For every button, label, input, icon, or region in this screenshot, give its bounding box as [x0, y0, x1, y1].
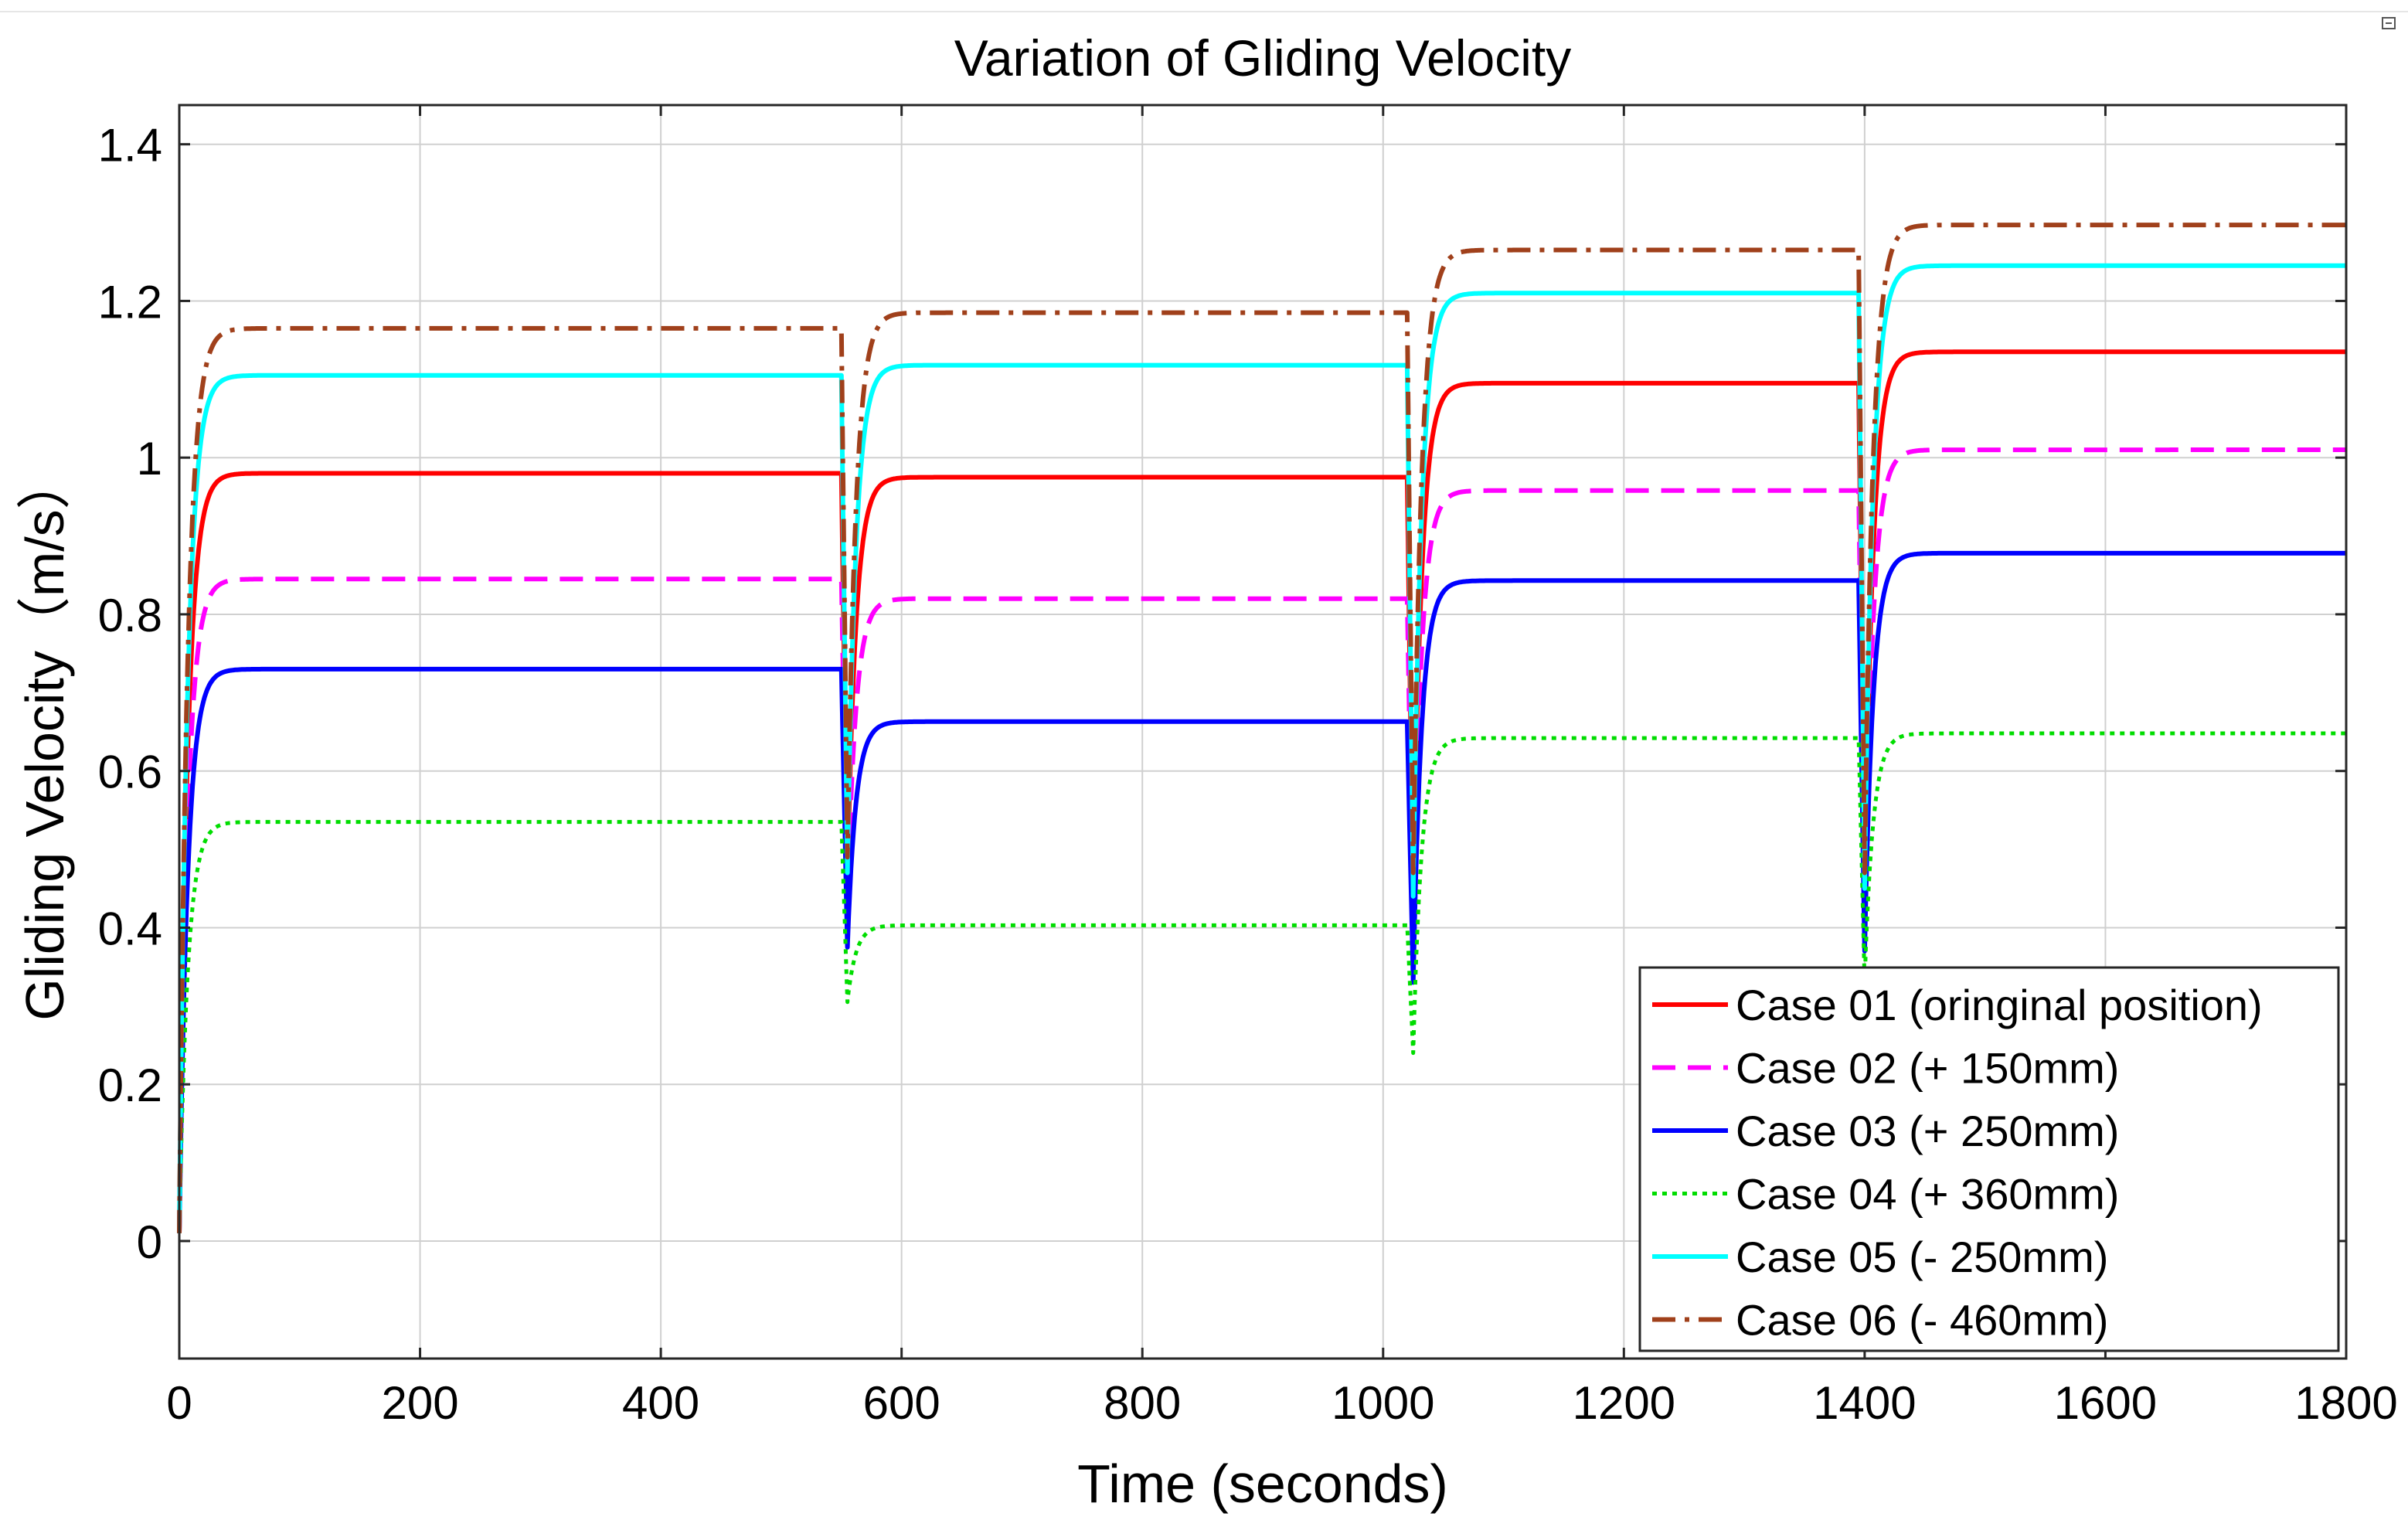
legend-label: Case 02 (+ 150mm)	[1736, 1044, 2119, 1093]
legend-label: Case 03 (+ 250mm)	[1736, 1107, 2119, 1155]
series-line	[177, 550, 2348, 1233]
x-tick-label: 0	[166, 1377, 192, 1429]
legend-box	[1638, 966, 2340, 1352]
y-tick-label: 0.4	[98, 903, 162, 954]
y-tick-label: 0.8	[98, 590, 162, 641]
y-tick-label: 0	[137, 1216, 162, 1268]
y-tick-label: 0.2	[98, 1059, 162, 1111]
y-tick-label: 1	[137, 433, 162, 485]
series-line	[177, 349, 2348, 1233]
x-tick-label: 200	[382, 1377, 459, 1429]
axes-frame	[178, 104, 2348, 1360]
series-line	[177, 731, 2347, 1233]
y-tick-label: 1.2	[98, 276, 162, 328]
x-tick-label: 1600	[2054, 1377, 2157, 1429]
series-line	[177, 223, 2348, 1233]
legend-label: Case 06 (- 460mm)	[1736, 1296, 2108, 1345]
chart-title: Variation of Gliding Velocity	[954, 29, 1572, 87]
x-tick-label: 1800	[2294, 1377, 2397, 1429]
y-axis-label: Gliding Velocity（m/s）	[15, 455, 75, 1020]
legend: Case 01 (oringinal position) Case 02 (+ 1…	[1638, 966, 2340, 1352]
series-line	[177, 447, 2348, 1233]
x-tick-label: 800	[1104, 1377, 1181, 1429]
y-tick-label: 1.4	[98, 120, 162, 172]
x-tick-label: 1000	[1332, 1377, 1434, 1429]
y-tick-label: 0.6	[98, 746, 162, 798]
x-tick-label: 600	[863, 1377, 940, 1429]
series-lines	[177, 223, 2348, 1233]
x-tick-label: 1400	[1813, 1377, 1916, 1429]
export-icon[interactable]	[2382, 17, 2396, 29]
x-tick-label: 400	[622, 1377, 699, 1429]
legend-label: Case 04 (+ 360mm)	[1736, 1170, 2119, 1219]
legend-label: Case 01 (oringinal position)	[1736, 981, 2263, 1029]
legend-label: Case 05 (- 250mm)	[1736, 1233, 2108, 1281]
axis-ticks: 0 200 400 600 800 1000 1200 1400 1600 1800 0 0.2 0.4…	[98, 105, 2398, 1429]
x-axis-label: Time (seconds)	[1077, 1454, 1448, 1514]
series-line	[177, 263, 2348, 1233]
x-tick-label: 1200	[1573, 1377, 1675, 1429]
top-divider	[0, 11, 2408, 12]
